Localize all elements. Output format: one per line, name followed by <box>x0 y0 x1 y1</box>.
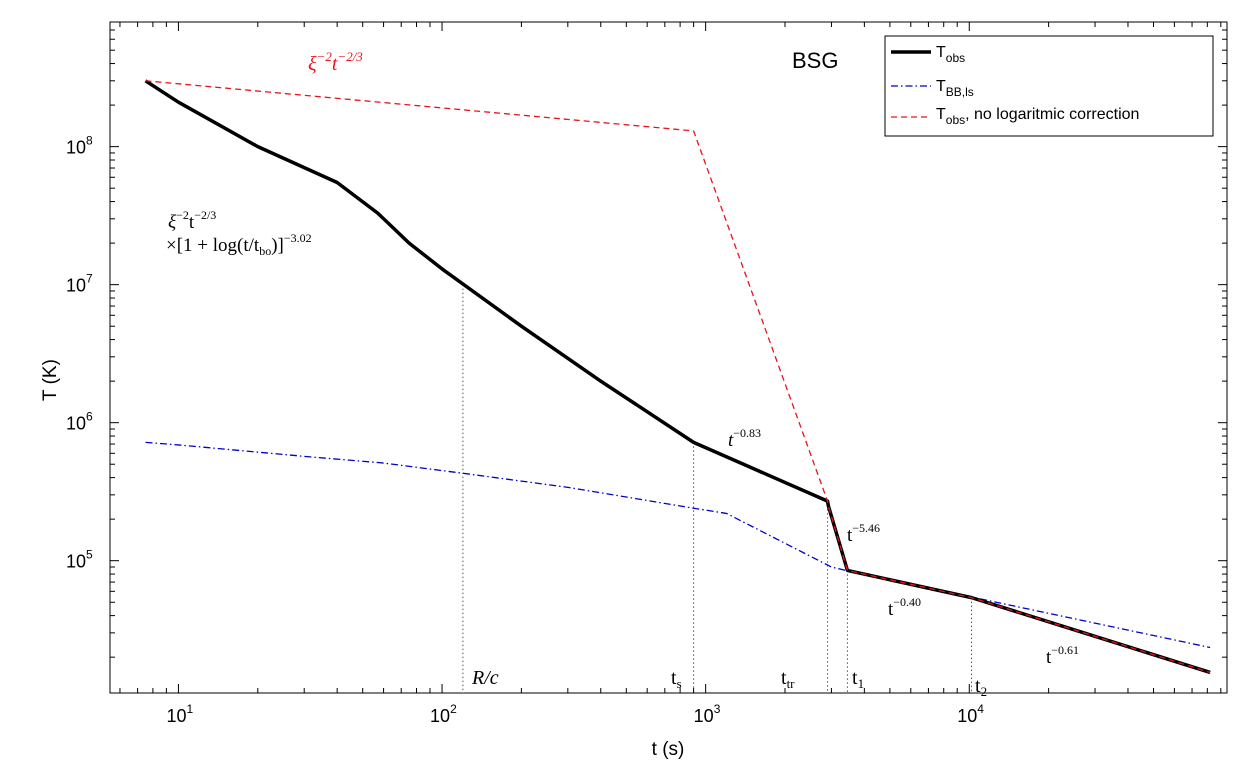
black-formula-line2: ×[1 + log(t/tbo)]−3.02 <box>166 231 312 258</box>
slope-label-3: t−0.40 <box>888 595 921 620</box>
black-formula-line1: ξ−2t−2/3 <box>168 208 216 233</box>
series-line-0 <box>144 79 1211 675</box>
marker-label-ttr: ttr <box>781 667 795 691</box>
y-tick-label: 105 <box>66 548 93 572</box>
legend-box <box>884 35 1214 137</box>
slope-label-4: t−0.61 <box>1046 643 1079 668</box>
marker-label-t1: t1 <box>852 667 864 691</box>
slope-label-2: t−5.46 <box>847 521 880 546</box>
y-axis-label: T (K) <box>40 359 61 401</box>
panel-label: BSG <box>792 48 838 73</box>
marker-label-t2: t2 <box>975 675 987 699</box>
y-tick-label: 108 <box>66 134 93 158</box>
slope-label-1: t−0.83 <box>728 426 761 451</box>
marker-label-rc: R/c <box>471 667 499 689</box>
legend-entry-obs: Tobs <box>936 44 965 65</box>
y-tick-label: 106 <box>66 410 93 434</box>
legend: Tobs TBB,ls Tobs, no logaritmic correcti… <box>884 35 1214 137</box>
legend-entry-nolog: Tobs, no logaritmic correction <box>936 106 1139 127</box>
red-formula: ξ−2t−2/3 <box>308 49 363 75</box>
legend-entry-bb: TBB,ls <box>936 78 974 99</box>
marker-label-ts: ts <box>671 667 682 691</box>
series-line-2 <box>145 80 1211 674</box>
plot-frame <box>109 21 1228 694</box>
x-tick-label: 102 <box>430 702 457 726</box>
y-tick-label: 107 <box>66 272 93 296</box>
x-tick-label: 104 <box>957 702 984 726</box>
x-axis-label: t (s) <box>652 739 685 760</box>
series-line-1 <box>145 441 1211 649</box>
x-tick-label: 103 <box>694 702 721 726</box>
x-tick-label: 101 <box>166 702 193 726</box>
